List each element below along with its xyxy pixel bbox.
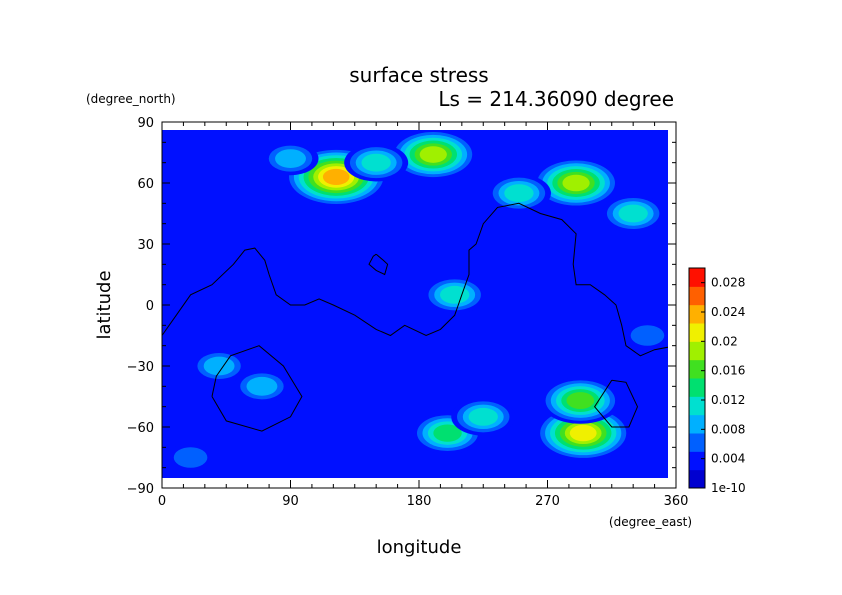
x-tick-label: 180 [407, 494, 432, 509]
y-unit-label: (degree_north) [86, 92, 176, 106]
plot-frame [161, 121, 677, 489]
colorbar-swatch [689, 304, 705, 324]
colorbar-swatch [689, 341, 705, 361]
contour-line-2 [211, 345, 303, 432]
y-tick-label: −30 [127, 360, 154, 375]
colorbar-swatch [689, 396, 705, 416]
colorbar-swatch [689, 323, 705, 342]
heatmap-field [162, 130, 668, 478]
colorbar-frame [688, 267, 706, 489]
hotspot-3-level-8 [569, 424, 597, 442]
contour-line-3 [593, 379, 639, 428]
hotspot-14-level-2 [173, 447, 208, 468]
x-tick-label: 0 [158, 494, 166, 509]
colorbar-swatch [689, 359, 705, 379]
hotspot-15-level-2 [630, 325, 665, 346]
contour-line-1 [368, 253, 389, 276]
y-axis: 90 60 30 0 −30 −60 −90 [127, 116, 676, 497]
hotspot-5-level-5 [433, 424, 462, 442]
colorbar: 0.028 0.024 0.02 0.016 0.012 0.008 0.004 1e-10 [688, 267, 746, 495]
hotspot-11-level-4 [504, 184, 534, 203]
colorbar-swatch [689, 469, 705, 489]
y-tick-label: 90 [137, 116, 154, 131]
colorbar-tick-label: 0.008 [711, 422, 745, 436]
hotspot-13-level-3 [275, 149, 306, 169]
x-tick-label: 270 [535, 494, 560, 509]
colorbar-swatch [689, 451, 705, 471]
y-tick-label: 30 [137, 238, 154, 253]
y-tick-label: 60 [137, 177, 154, 192]
colorbar-tick-label: 0.004 [711, 452, 745, 466]
hotspot-4-level-6 [566, 392, 595, 409]
hotspot-1-level-7 [419, 146, 447, 163]
colorbar-tick-label: 0.016 [711, 364, 745, 378]
colorbar-tick-label: 0.028 [711, 276, 745, 290]
y-axis-title: latitude [94, 270, 115, 339]
chart-title: surface stress [349, 63, 488, 87]
colorbar-swatch [689, 433, 705, 452]
hotspot-12-level-4 [361, 153, 391, 172]
x-unit-label: (degree_east) [609, 515, 692, 529]
hotspot-2-level-7 [562, 174, 590, 192]
chart-subtitle: Ls = 214.36090 degree [438, 87, 674, 111]
colorbar-swatch [689, 286, 705, 306]
hotspot-0-level-9 [322, 168, 350, 185]
heatmap-hotspots [166, 130, 668, 472]
colorbar-swatch [689, 268, 705, 287]
colorbar-tick-label: 1e-10 [711, 481, 746, 495]
x-tick-label: 360 [664, 494, 689, 509]
x-axis-title: longitude [377, 537, 462, 558]
hotspot-7-level-4 [440, 285, 470, 304]
hotspot-8-level-3 [246, 376, 278, 396]
colorbar-tick-label: 0.012 [711, 393, 745, 407]
colorbar-tick-label: 0.02 [711, 334, 738, 348]
x-tick-label: 90 [282, 494, 299, 509]
colorbar-tick-label: 0.024 [711, 305, 745, 319]
hotspot-6-level-4 [468, 407, 498, 426]
hotspot-10-level-4 [618, 204, 648, 223]
topography-contours [162, 202, 668, 432]
colorbar-swatch [689, 378, 705, 397]
y-tick-label: −60 [127, 421, 154, 436]
colorbar-swatch [689, 414, 705, 434]
contour-line-0 [162, 202, 668, 357]
y-tick-label: −90 [127, 482, 154, 497]
y-tick-label: 0 [146, 299, 154, 314]
